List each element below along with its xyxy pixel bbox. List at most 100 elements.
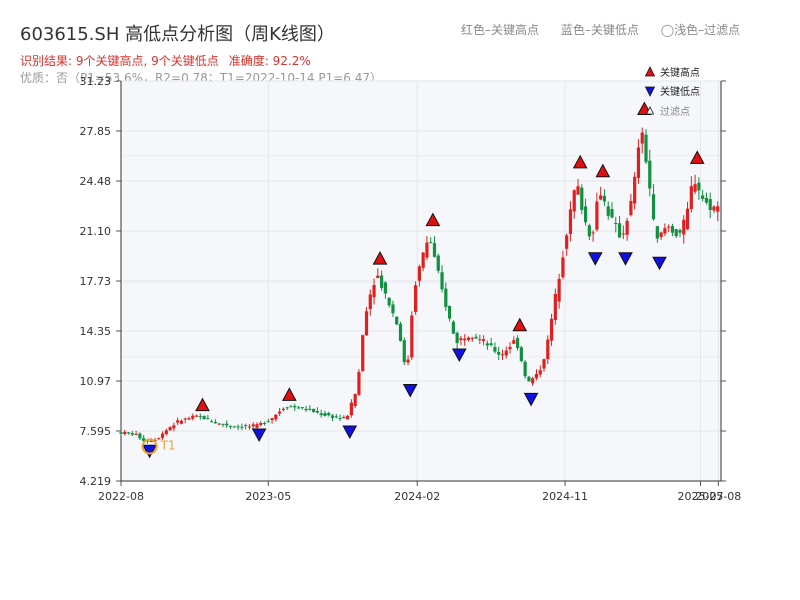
candle-body — [602, 195, 607, 202]
candle-body — [304, 408, 308, 411]
candle-body — [289, 406, 293, 408]
x-tick-label: 2022-08 — [98, 490, 144, 503]
candle-body — [557, 278, 561, 302]
candle-body — [278, 411, 282, 414]
legend-filter-label: 过滤点 — [660, 105, 690, 118]
candle-body — [621, 233, 625, 235]
key-low-marker — [251, 428, 267, 443]
candle-body — [274, 414, 278, 420]
candle-body — [160, 433, 165, 438]
candle-body — [281, 408, 286, 410]
candle-body — [463, 338, 467, 341]
candle-body — [644, 134, 648, 163]
key-low-marker — [523, 392, 539, 407]
candle-body — [500, 354, 505, 356]
candle-body — [202, 415, 206, 420]
candle-body — [527, 376, 531, 382]
candle-body — [493, 347, 497, 352]
candle-body — [466, 337, 471, 340]
candle-body — [651, 194, 656, 220]
legend-high-text: 红色–关键高点 — [461, 23, 540, 37]
candle-body — [357, 372, 361, 395]
legend-high-label: 关键高点 — [660, 66, 700, 79]
candle-body — [682, 219, 686, 235]
candle-body — [674, 229, 678, 237]
candle-body — [481, 339, 486, 341]
candle-body — [228, 425, 233, 427]
candle-body — [572, 190, 576, 212]
candle-body — [497, 351, 501, 355]
legend-filter-marker — [645, 106, 655, 115]
candle-body — [232, 426, 236, 428]
candle-body — [244, 425, 248, 427]
candle-body — [508, 346, 512, 350]
candle-body — [398, 323, 403, 341]
candle-body — [327, 413, 331, 416]
candle-body — [251, 424, 255, 427]
candle-body — [546, 339, 550, 360]
candle-body — [417, 266, 421, 281]
accuracy-text: 准确度: 92.2% — [228, 54, 311, 68]
candle-body — [459, 338, 463, 341]
key-high-marker — [282, 387, 297, 401]
candle-body — [164, 430, 168, 435]
candle-body — [323, 413, 327, 416]
candle-body — [595, 201, 599, 230]
candle-body — [670, 226, 675, 233]
candle-body — [168, 427, 172, 431]
candle-body — [380, 275, 384, 288]
candle-body — [315, 410, 320, 413]
chart-title: 603615.SH 高低点分析图（周K线图） — [20, 24, 335, 45]
candle-body — [663, 228, 667, 234]
y-tick-label: 21.10 — [80, 225, 112, 238]
y-tick-label: 24.48 — [80, 175, 112, 188]
candle-body — [319, 413, 323, 416]
key-low-marker — [618, 252, 633, 266]
candle-body — [478, 339, 482, 341]
candle-body — [179, 420, 184, 424]
result-line: 识别结果: 9个关键高点, 9个关键低点 准确度: 92.2% — [20, 52, 311, 69]
candle-body — [587, 225, 591, 237]
candle-body — [123, 431, 127, 435]
candle-body — [667, 226, 671, 228]
key-high-marker — [595, 163, 611, 178]
candle-body — [255, 424, 259, 428]
candle-body — [338, 418, 342, 420]
candle-body — [240, 426, 244, 428]
candles — [119, 127, 720, 444]
candle-body — [455, 332, 459, 344]
candle-body — [474, 336, 478, 339]
candle-body — [198, 416, 202, 418]
candle-body — [217, 423, 221, 425]
candle-body — [451, 321, 455, 334]
candle-body — [701, 195, 705, 199]
candle-body — [568, 209, 573, 234]
candle-body — [213, 422, 218, 424]
candle-body — [636, 147, 641, 178]
candle-body — [157, 438, 161, 440]
candle-body — [542, 359, 546, 369]
candle-body — [149, 440, 153, 442]
key-low-marker — [142, 444, 157, 459]
candle-body — [134, 433, 138, 435]
candle-body — [349, 402, 353, 416]
candle-body — [610, 209, 614, 218]
candle-body — [432, 243, 437, 257]
candle-body — [308, 408, 312, 410]
candle-body — [334, 416, 338, 418]
key-high-marker — [372, 251, 388, 265]
candle-body — [300, 407, 304, 409]
candle-body — [138, 433, 142, 439]
candle-body — [130, 432, 134, 435]
candle-body — [531, 378, 535, 384]
candle-body — [293, 405, 297, 408]
candle-body — [534, 374, 539, 379]
candle-body — [606, 206, 610, 216]
legend-high-marker — [644, 66, 656, 77]
candle-body — [376, 275, 380, 279]
candle-body — [395, 316, 399, 325]
key-low-marker — [587, 252, 603, 266]
candle-body — [633, 176, 637, 204]
candle-body — [172, 425, 176, 429]
candle-body — [640, 132, 644, 144]
